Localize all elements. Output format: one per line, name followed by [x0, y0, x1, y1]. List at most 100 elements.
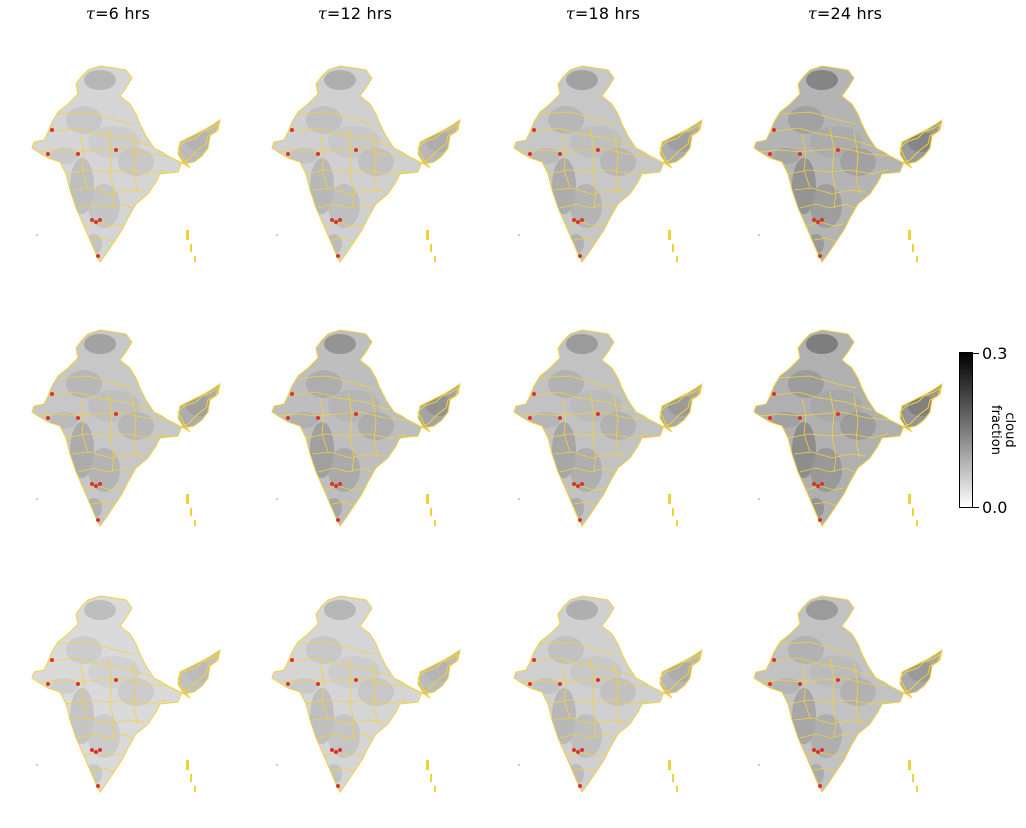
city-marker-7	[820, 482, 824, 486]
island-2	[190, 774, 192, 782]
island-2	[430, 244, 432, 252]
city-marker-1	[290, 392, 294, 396]
island-1	[186, 494, 189, 504]
city-marker-2	[46, 416, 50, 420]
state-border-2	[287, 391, 391, 411]
city-marker-6	[816, 750, 820, 754]
lakshadweep-dot	[276, 764, 278, 766]
state-border-1	[539, 641, 617, 655]
city-marker-4	[354, 678, 358, 682]
city-marker-1	[290, 658, 294, 662]
country-border	[31, 595, 219, 793]
island-3	[676, 256, 678, 262]
state-border-10	[371, 131, 379, 195]
cloud-blob-1	[84, 334, 116, 354]
state-border-8	[79, 133, 89, 189]
colorbar-min-label: 0.0	[982, 498, 1008, 517]
state-border-5	[311, 451, 385, 459]
island-2	[672, 244, 674, 252]
state-border-10	[853, 661, 861, 725]
map-panel-r2-c2	[271, 329, 461, 527]
map-panel-r1-c3	[513, 65, 703, 263]
state-border-4	[787, 433, 889, 439]
state-border-11	[91, 237, 115, 243]
cloud-texture	[772, 600, 936, 784]
state-border-2	[529, 391, 633, 411]
city-marker-4	[114, 148, 118, 152]
city-marker-3	[798, 416, 802, 420]
state-border-9	[829, 391, 837, 473]
island-2	[430, 774, 432, 782]
cloud-blob-7	[426, 396, 454, 416]
state-border-4	[65, 169, 167, 175]
lakshadweep-dot	[276, 234, 278, 236]
city-marker-7	[98, 748, 102, 752]
cloud-blob-9	[532, 412, 560, 428]
city-marker-2	[768, 152, 772, 156]
city-marker-2	[286, 682, 290, 686]
state-border-11	[331, 501, 355, 507]
lakshadweep-dot	[758, 764, 760, 766]
state-border-3	[277, 147, 409, 157]
city-marker-2	[768, 416, 772, 420]
cloud-blob-9	[290, 412, 318, 428]
state-border-10	[613, 395, 621, 459]
state-border-11	[573, 237, 597, 243]
state-border-6	[317, 733, 373, 739]
island-3	[676, 786, 678, 792]
lakshadweep-dot	[518, 234, 520, 236]
map-panel-r2-c4	[753, 329, 943, 527]
state-border-8	[79, 663, 89, 719]
cloud-blob-7	[186, 132, 214, 152]
country-border	[271, 65, 459, 263]
city-marker-4	[836, 148, 840, 152]
state-border-10	[613, 131, 621, 195]
map-panel-r1-c4	[753, 65, 943, 263]
city-marker-8	[96, 254, 100, 258]
island-2	[912, 774, 914, 782]
city-marker-1	[532, 392, 536, 396]
city-marker-1	[290, 128, 294, 132]
state-border-6	[317, 203, 373, 209]
city-marker-8	[818, 254, 822, 258]
state-border-8	[319, 133, 329, 189]
state-border-2	[769, 657, 873, 677]
state-border-4	[787, 169, 889, 175]
state-border-3	[37, 411, 169, 421]
state-border-1	[779, 111, 857, 125]
state-border-8	[801, 663, 811, 719]
island-1	[186, 230, 189, 240]
cloud-blob-7	[186, 662, 214, 682]
state-border-10	[371, 661, 379, 725]
island-2	[912, 244, 914, 252]
cloud-blob-6	[600, 148, 636, 176]
cloud-blob-6	[118, 412, 154, 440]
state-border-11	[813, 237, 837, 243]
cloud-blob-1	[84, 70, 116, 90]
state-border-5	[71, 717, 145, 725]
colorbar-title: cloud fraction	[988, 405, 1017, 455]
city-marker-4	[596, 412, 600, 416]
state-border-7	[805, 485, 845, 491]
state-border-5	[311, 717, 385, 725]
cloud-blob-9	[772, 412, 800, 428]
state-border-1	[57, 375, 135, 389]
state-border-11	[331, 767, 355, 773]
state-border-6	[799, 467, 855, 473]
cloud-blob-7	[426, 132, 454, 152]
column-title-3: τ=18 hrs	[565, 4, 641, 23]
state-border-8	[319, 663, 329, 719]
city-marker-5	[812, 482, 816, 486]
city-marker-1	[772, 392, 776, 396]
cloud-blob-1	[806, 334, 838, 354]
state-border-10	[131, 395, 139, 459]
state-border-11	[91, 501, 115, 507]
island-2	[672, 508, 674, 516]
cloud-blob-1	[324, 334, 356, 354]
state-border-2	[287, 657, 391, 677]
state-border-10	[613, 661, 621, 725]
state-border-11	[813, 501, 837, 507]
island-3	[916, 256, 918, 262]
state-border-6	[559, 733, 615, 739]
northeast-border	[899, 382, 943, 429]
